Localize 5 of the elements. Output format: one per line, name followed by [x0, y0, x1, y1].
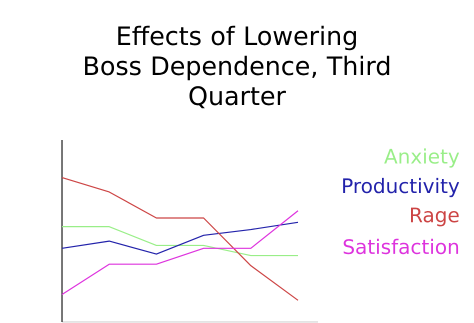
text: Anxiety [384, 148, 460, 168]
chart-title: Effects of Lowering Boss Dependence, Third Quarter [85, 26, 390, 108]
text: Productivity [343, 178, 460, 198]
text: Rage [410, 208, 459, 226]
text: Satisfaction [344, 238, 458, 254]
